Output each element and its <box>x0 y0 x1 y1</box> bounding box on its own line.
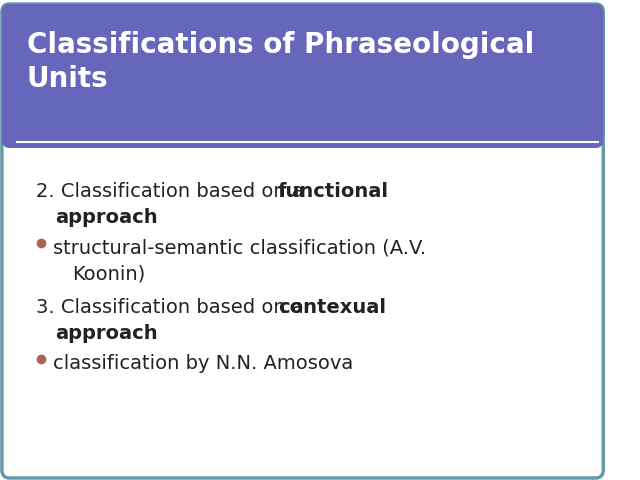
Bar <box>10 110 596 140</box>
Text: 2. Classification based on a: 2. Classification based on a <box>36 182 310 201</box>
FancyBboxPatch shape <box>2 4 604 148</box>
FancyBboxPatch shape <box>2 4 604 478</box>
Text: contexual: contexual <box>278 298 386 317</box>
Text: structural-semantic classification (A.V.: structural-semantic classification (A.V. <box>53 238 426 257</box>
Text: approach: approach <box>55 324 157 343</box>
Text: 3. Classification based on a: 3. Classification based on a <box>36 298 310 317</box>
Text: Koonin): Koonin) <box>72 264 145 283</box>
Text: classification by N.N. Amosova: classification by N.N. Amosova <box>53 354 353 373</box>
Text: functional: functional <box>278 182 389 201</box>
Text: approach: approach <box>55 208 157 227</box>
Text: Classifications of Phraseological
Units: Classifications of Phraseological Units <box>26 31 534 93</box>
